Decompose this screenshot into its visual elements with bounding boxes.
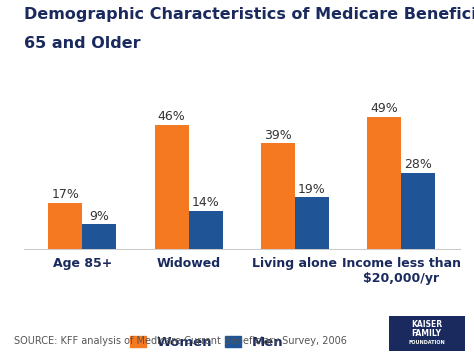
Legend: Women, Men: Women, Men [130,336,283,349]
Text: 19%: 19% [298,183,326,196]
Text: Demographic Characteristics of Medicare Beneficiaries Ages: Demographic Characteristics of Medicare … [24,7,474,22]
Text: 65 and Older: 65 and Older [24,36,140,50]
Text: 17%: 17% [51,188,79,201]
Text: KAISER: KAISER [411,320,442,329]
Bar [155,125,189,248]
Text: 28%: 28% [404,158,432,171]
Bar [189,211,223,248]
Text: FOUNDATION: FOUNDATION [408,340,445,345]
Bar [48,203,82,248]
Text: 49%: 49% [370,102,398,115]
Text: 39%: 39% [264,129,292,142]
Bar [401,173,435,248]
Bar [367,116,401,248]
Text: SOURCE: KFF analysis of Medicare Current Beneficiary Survey, 2006: SOURCE: KFF analysis of Medicare Current… [14,336,347,346]
Text: 9%: 9% [89,210,109,223]
Bar [82,224,116,248]
Text: FAMILY: FAMILY [411,329,442,338]
Text: 14%: 14% [191,196,219,209]
Bar [261,143,295,248]
Bar [295,197,329,248]
Text: 46%: 46% [158,110,185,123]
